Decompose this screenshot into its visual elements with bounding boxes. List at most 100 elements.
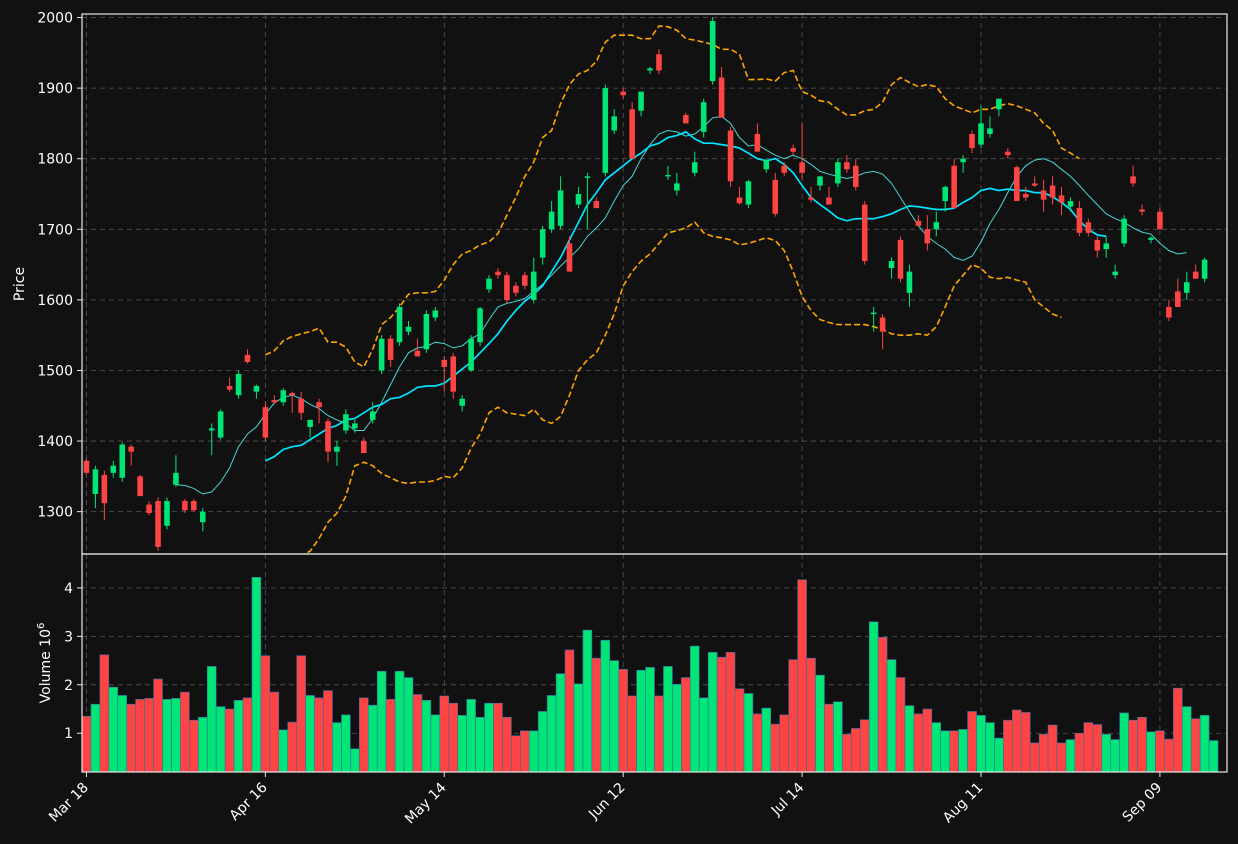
candle-body (450, 356, 457, 392)
candlestick (647, 66, 653, 74)
volume-bar (886, 659, 897, 773)
candle-body (1067, 201, 1074, 207)
volume-bar (484, 702, 494, 773)
candlestick (620, 88, 626, 99)
candle-body (942, 186, 948, 202)
volume-bar (716, 656, 727, 773)
volume-bar (242, 697, 253, 773)
candlestick (262, 402, 269, 442)
candlestick (960, 155, 966, 173)
candlestick (396, 303, 403, 346)
volume-bar (493, 702, 503, 773)
candlestick (772, 172, 779, 217)
candle-body (584, 176, 591, 178)
candlestick (691, 151, 698, 177)
volume-bar (636, 669, 646, 773)
candle-body (656, 54, 662, 71)
volume-ytick-label: 1 (64, 726, 73, 742)
candle-body (808, 197, 814, 200)
candle-body (683, 114, 689, 124)
candlestick (674, 172, 680, 196)
candle-body (1031, 183, 1038, 186)
candlestick (566, 236, 573, 272)
volume-bar (180, 691, 190, 773)
volume-bar (725, 652, 736, 773)
candle-body (969, 134, 975, 149)
candle-body (513, 285, 519, 293)
candlestick (1103, 236, 1110, 258)
volume-bar (457, 715, 467, 773)
volume-bar (144, 698, 154, 773)
candlestick (101, 470, 108, 521)
candle-body (1076, 208, 1083, 233)
volume-bar (859, 719, 870, 773)
candlestick (629, 102, 635, 159)
candlestick (933, 211, 940, 237)
candle-body (665, 174, 671, 177)
candlestick (844, 155, 850, 173)
candlestick (638, 91, 644, 117)
candlestick (763, 158, 770, 173)
candle-body (253, 386, 260, 392)
candle-body (1058, 195, 1065, 203)
candle-body (861, 204, 868, 262)
candle-body (235, 374, 242, 396)
candlestick (289, 391, 295, 413)
candle-body (1040, 190, 1047, 200)
volume-bar (1199, 715, 1210, 773)
candlestick (1067, 197, 1074, 212)
candle-body (361, 441, 367, 454)
candlestick (1139, 204, 1145, 216)
price-ytick-label: 1400 (37, 434, 73, 450)
price-ytick-label: 2000 (37, 11, 73, 27)
candlestick (665, 165, 671, 180)
candle-body (691, 162, 698, 173)
volume-bar (582, 629, 593, 773)
price-ytick-label: 1700 (37, 222, 73, 238)
candlestick (1085, 218, 1092, 237)
candle-body (1166, 306, 1172, 318)
volume-bar (609, 660, 620, 773)
volume-bar (1065, 739, 1076, 773)
volume-bar (1056, 742, 1067, 773)
candlestick (271, 395, 278, 405)
candle-body (763, 160, 770, 170)
candle-body (575, 194, 582, 205)
price-grid (82, 14, 1227, 554)
candlestick (1157, 208, 1163, 230)
candlestick (557, 176, 564, 230)
candlestick (611, 109, 618, 134)
candle-body (933, 222, 940, 230)
candle-body (280, 390, 287, 403)
candle-body (745, 181, 752, 205)
candle-body (325, 421, 331, 452)
volume-bar (376, 670, 387, 773)
candlestick (754, 123, 761, 152)
candlestick (790, 144, 796, 156)
candle-body (208, 428, 215, 431)
candle-body (271, 400, 278, 403)
candle-body (1130, 176, 1136, 184)
volume-bar (1128, 719, 1138, 773)
candle-body (459, 398, 465, 406)
candle-body (441, 359, 448, 367)
candle-body (343, 414, 349, 431)
candle-body (110, 465, 117, 473)
candle-body (638, 91, 644, 111)
candle-body (772, 179, 779, 214)
volume-bar (573, 683, 584, 773)
volume-bar (779, 714, 789, 773)
candlestick (1031, 176, 1038, 187)
candlestick (951, 158, 957, 209)
volume-bar (1083, 722, 1094, 773)
candlestick (522, 271, 528, 290)
volume-bar (287, 721, 297, 773)
volume-bar (99, 654, 110, 773)
candlestick (781, 162, 787, 177)
candle-body (1121, 218, 1127, 244)
candle-body (1014, 167, 1020, 202)
candlestick (539, 225, 546, 265)
candle-body (119, 444, 126, 478)
candle-body (1192, 271, 1199, 279)
candle-body (226, 386, 233, 390)
